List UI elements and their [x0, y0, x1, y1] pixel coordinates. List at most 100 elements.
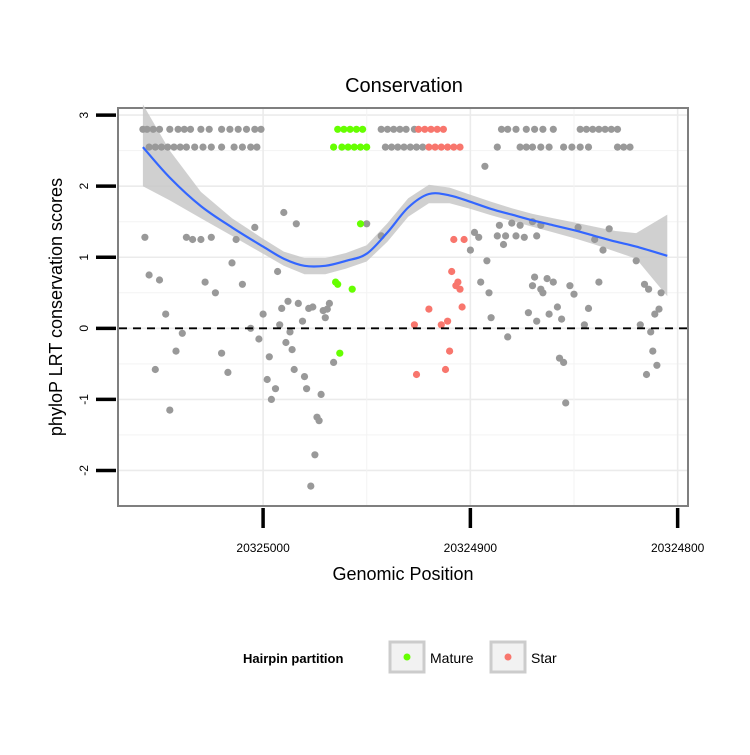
point-other	[396, 125, 404, 133]
point-other	[290, 365, 298, 374]
confidence-ribbon	[142, 104, 668, 297]
point-mature	[336, 349, 344, 357]
x-tick-label: 20324900	[444, 541, 498, 555]
point-other	[499, 240, 508, 249]
point-other	[531, 125, 539, 133]
point-other	[197, 235, 205, 244]
point-other	[475, 233, 483, 241]
point-other	[303, 385, 311, 393]
point-other	[288, 346, 296, 354]
legend-swatch-star	[504, 653, 512, 661]
point-other	[294, 299, 302, 307]
point-other	[394, 143, 402, 151]
point-other	[205, 125, 213, 133]
point-star	[450, 235, 458, 244]
legend-label-star: Star	[531, 650, 557, 666]
point-other	[201, 278, 209, 286]
point-other	[524, 309, 533, 317]
point-other	[595, 125, 603, 133]
point-other	[516, 143, 524, 151]
point-other	[487, 314, 495, 322]
point-other	[653, 361, 661, 369]
point-mature	[334, 280, 342, 288]
point-other	[657, 289, 665, 297]
point-other	[545, 143, 553, 151]
point-mature	[338, 143, 346, 151]
point-other	[251, 125, 259, 133]
point-other	[589, 125, 597, 133]
point-mature	[363, 143, 371, 151]
point-other	[330, 358, 338, 366]
point-other	[570, 290, 578, 298]
legend-label-mature: Mature	[430, 650, 474, 666]
point-other	[562, 399, 570, 407]
point-other	[642, 370, 651, 379]
point-other	[238, 280, 246, 288]
point-other	[485, 289, 493, 297]
x-tick-label: 20325000	[236, 541, 290, 555]
point-other	[412, 143, 421, 151]
y-tick-label: 1	[77, 254, 91, 261]
point-other	[539, 125, 547, 133]
point-other	[584, 143, 593, 151]
point-other	[151, 365, 159, 374]
point-other	[145, 143, 153, 151]
point-other	[402, 125, 410, 133]
point-other	[640, 280, 649, 288]
point-other	[238, 143, 246, 151]
point-other	[574, 223, 582, 231]
point-other	[363, 220, 371, 228]
point-star	[421, 125, 429, 133]
point-other	[309, 303, 317, 311]
ribbon-layer	[142, 104, 668, 297]
point-other	[539, 289, 547, 297]
point-star	[456, 285, 464, 293]
point-star	[439, 125, 447, 133]
point-other	[207, 233, 215, 241]
point-other	[504, 125, 512, 133]
point-other	[504, 333, 512, 341]
point-other	[292, 220, 300, 228]
point-other	[300, 373, 309, 381]
point-star	[448, 267, 456, 276]
point-other	[267, 395, 275, 403]
y-tick-label: 0	[77, 325, 91, 332]
x-axis: 20325000 20324900 20324800	[236, 508, 705, 555]
point-other	[560, 143, 568, 151]
point-other	[207, 143, 215, 151]
point-other	[170, 143, 178, 151]
point-other	[157, 143, 166, 151]
point-other	[549, 125, 557, 133]
legend-swatch-mature	[403, 653, 411, 661]
point-mature	[359, 125, 367, 133]
point-other	[580, 321, 589, 329]
point-mature	[350, 143, 358, 151]
point-other	[406, 143, 414, 151]
point-other	[390, 125, 398, 133]
point-mature	[344, 143, 352, 151]
point-other	[613, 143, 622, 151]
point-other	[568, 143, 576, 151]
point-other	[388, 143, 396, 151]
point-other	[255, 335, 263, 343]
point-other	[566, 282, 574, 290]
chart-title: Conservation	[345, 75, 463, 97]
point-other	[516, 221, 524, 229]
point-other	[182, 233, 190, 241]
point-other	[470, 228, 479, 236]
point-other	[553, 303, 562, 311]
point-other	[537, 143, 545, 151]
point-other	[298, 317, 307, 325]
y-axis: -2 -1 0 1 2 3	[77, 111, 116, 476]
point-other	[528, 282, 537, 290]
point-other	[543, 275, 551, 283]
point-other	[466, 246, 474, 254]
point-other	[211, 289, 219, 297]
point-mature	[330, 143, 338, 151]
point-other	[647, 328, 655, 336]
point-star	[446, 347, 454, 355]
point-other	[645, 285, 653, 293]
point-other	[584, 304, 593, 312]
points-layer	[139, 125, 665, 490]
point-star	[427, 125, 435, 133]
